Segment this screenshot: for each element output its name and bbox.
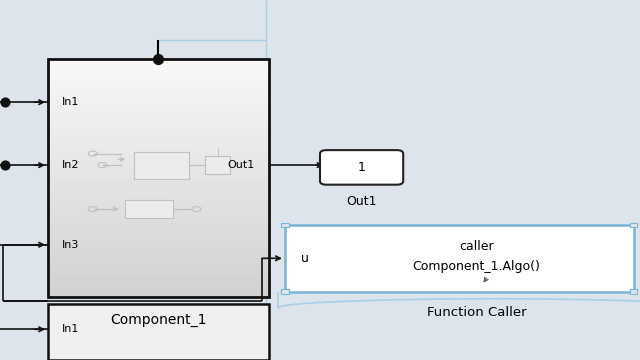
Bar (48, 59, 269, 297)
Text: Component_1: Component_1 (110, 313, 207, 327)
Text: caller: caller (460, 240, 494, 253)
Bar (125, 200, 173, 218)
Text: Component_1.Algo(): Component_1.Algo() (413, 260, 541, 273)
Text: In1: In1 (62, 97, 79, 107)
Point (0, 99, 10, 105)
Text: 1: 1 (358, 161, 365, 174)
Bar (48, 304, 269, 360)
Text: Function Caller: Function Caller (427, 306, 527, 319)
Text: In2: In2 (62, 160, 79, 170)
FancyBboxPatch shape (320, 150, 403, 185)
Bar (630, 223, 637, 227)
Text: In3: In3 (62, 240, 79, 250)
Point (0, 162, 10, 168)
Bar (205, 156, 230, 174)
Bar (285, 225, 634, 292)
Point (154, 57, 164, 62)
Bar (134, 152, 189, 179)
Bar (630, 289, 637, 294)
Text: In1: In1 (62, 324, 79, 334)
Bar (281, 289, 289, 294)
Bar (281, 223, 289, 227)
Text: u: u (301, 252, 308, 265)
Text: Out1: Out1 (227, 160, 255, 170)
Text: Out1: Out1 (346, 195, 377, 208)
